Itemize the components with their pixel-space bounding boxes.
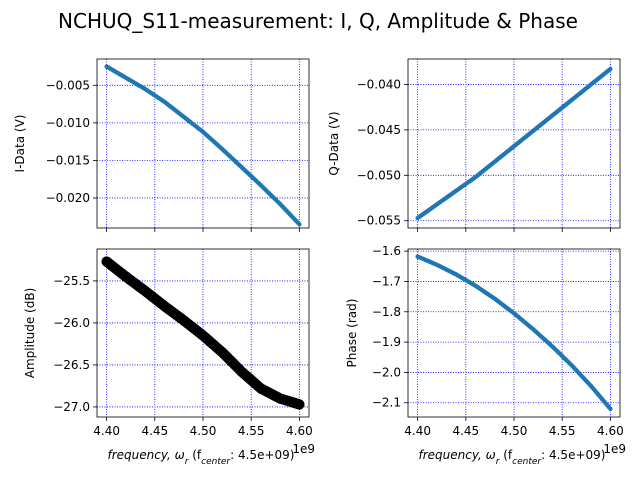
y-axis-label: Amplitude (dB) (23, 288, 37, 379)
y-tick-label: −1.9 (372, 335, 401, 349)
y-tick-label: −0.055 (357, 214, 401, 228)
y-tick-label: −27.0 (53, 400, 90, 414)
data-point (297, 222, 302, 227)
x-tick-label: 4.40 (93, 424, 120, 438)
y-axis-label: Q-Data (V) (327, 111, 341, 175)
x-tick-label: 4.55 (238, 424, 265, 438)
x-tick-label: 4.50 (501, 424, 528, 438)
y-tick-label: −0.020 (46, 191, 90, 205)
data-series-q-data (415, 66, 613, 221)
x-offset-label: 1e9 (292, 442, 315, 456)
y-tick-label: −0.050 (357, 168, 401, 182)
data-series-phase (415, 254, 613, 412)
y-tick-label: −2.1 (372, 396, 401, 410)
data-point (608, 406, 613, 412)
y-tick-label: −1.6 (372, 244, 401, 258)
y-tick-label: −26.0 (53, 316, 90, 330)
y-tick-label: −26.5 (53, 358, 90, 372)
y-tick-label: −1.7 (372, 274, 401, 288)
x-axis-label: frequency, ωr (fcenter: 4.5e+09) (419, 448, 606, 467)
data-point (608, 66, 613, 72)
subplot-q-data: −0.040 −0.045 −0.050 −0.055 Q-Data (V) (327, 58, 621, 232)
x-tick-label: 4.55 (549, 424, 576, 438)
x-tick-label: 4.40 (404, 424, 431, 438)
y-tick-label: −2.0 (372, 365, 401, 379)
y-tick-label: −0.015 (46, 153, 90, 167)
y-axis-label: Phase (rad) (345, 299, 359, 368)
y-axis-label: I-Data (V) (13, 115, 27, 173)
x-tick-label: 4.45 (452, 424, 479, 438)
x-tick-label: 4.60 (286, 424, 313, 438)
subplot-phase: 4.40 4.45 4.50 4.55 4.60 −1.6 −1.7 −1.8 −1.9 −2.0… (345, 244, 626, 467)
x-tick-label: 4.50 (190, 424, 217, 438)
y-tick-label: −0.040 (357, 77, 401, 91)
x-axis-label: frequency, ωr (fcenter: 4.5e+09) (108, 448, 295, 467)
x-tick-label: 4.60 (597, 424, 624, 438)
y-tick-label: −0.010 (46, 116, 90, 130)
y-tick-label: −25.5 (53, 274, 90, 288)
y-tick-label: −0.005 (46, 78, 90, 92)
data-point (294, 399, 305, 410)
data-series-amplitude (101, 256, 305, 410)
x-offset-label: 1e9 (603, 442, 626, 456)
figure-title: NCHUQ_S11-measurement: I, Q, Amplitude &… (58, 9, 578, 33)
subplot-amplitude: 4.40 4.45 4.50 4.55 4.60 −25.5 −26.0 −26.5 −27.0… (23, 248, 315, 467)
x-tick-label: 4.45 (141, 424, 168, 438)
data-series-i-data (104, 64, 302, 227)
y-tick-label: −1.8 (372, 305, 401, 319)
subplot-grid: −0.005 −0.010 −0.015 −0.020 I-Data (V) −0.040… (13, 58, 626, 467)
subplot-i-data: −0.005 −0.010 −0.015 −0.020 I-Data (V) (13, 58, 310, 232)
y-tick-label: −0.045 (357, 123, 401, 137)
